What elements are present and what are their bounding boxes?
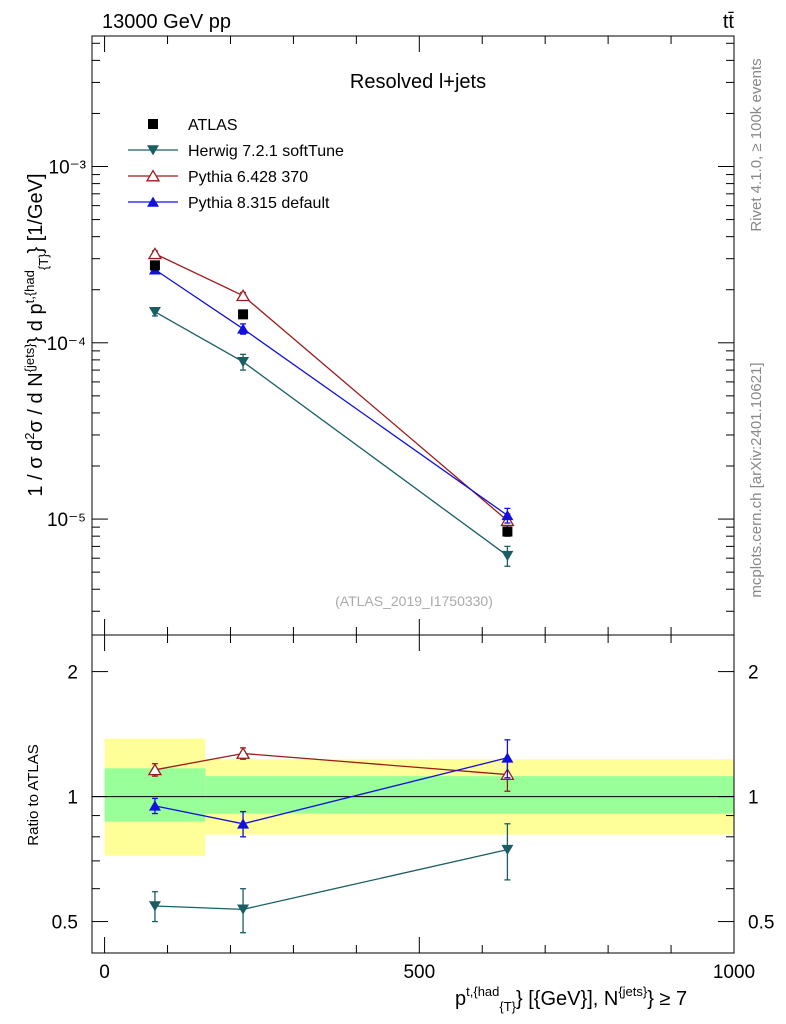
energy-label: 13000 GeV pp	[102, 11, 231, 33]
main-y-tick-label: 10⁻⁴	[47, 334, 86, 355]
legend-label: Pythia 8.315 default	[188, 195, 330, 212]
main-line-pythia-6-428-370	[154, 253, 508, 522]
ratio-point-herwig-7-2-1-softtune	[237, 904, 250, 915]
main-y-tick-label: 10⁻⁵	[47, 510, 86, 531]
ratio-y-tick-label-right: 0.5	[748, 913, 774, 934]
svg-text:1 / σ d2σ / d N{jets}} d pt,{h: 1 / σ d2σ / d N{jets}} d pt,{had{T}} [1/…	[22, 173, 51, 496]
svg-text:pt,{had{T}} [{GeV}], N{jets}}: pt,{had{T}} [{GeV}], N{jets}} ≥ 7	[455, 984, 687, 1014]
legend-marker	[147, 196, 159, 207]
process-label: tt̄	[723, 11, 735, 33]
legend: ATLAS Herwig 7.2.1 softTune Pythia 6.428 3…	[128, 117, 344, 212]
ratio-point-herwig-7-2-1-softtune	[501, 844, 514, 856]
main-point-atlas	[149, 260, 160, 271]
ratio-point-pythia-8-315-default	[148, 800, 161, 811]
ratio-y-tick-label: 2	[67, 663, 78, 684]
ratio-y-tick-label-right: 1	[748, 788, 759, 809]
ratio-y-tick-label-right: 2	[748, 663, 759, 684]
legend-marker	[147, 145, 159, 156]
ratio-point-pythia-8-315-default	[501, 752, 514, 763]
ratio-point-herwig-7-2-1-softtune	[148, 901, 161, 912]
main-point-herwig-7-2-1-softtune	[237, 357, 250, 368]
plot-title: Resolved l+jets	[350, 71, 486, 93]
main-series-atlas	[149, 260, 513, 537]
main-point-atlas	[502, 526, 513, 537]
ratio-y-tick-label: 0.5	[52, 913, 78, 934]
main-series-herwig-7-2-1-softtune	[148, 306, 514, 567]
legend-entry-atlas: ATLAS	[148, 117, 238, 134]
main-line-herwig-7-2-1-softtune	[154, 311, 508, 557]
analysis-tag: (ATLAS_2019_I1750330)	[335, 593, 493, 609]
ratio-series-pythia-6-428-370	[147, 746, 515, 792]
legend-entry-herwig-7-2-1-softtune: Herwig 7.2.1 softTune	[128, 143, 344, 160]
ratio-plot-frame	[91, 634, 735, 954]
ratio-x-tick-label: 0	[99, 962, 110, 983]
main-y-tick-label: 10⁻³	[49, 158, 87, 179]
main-plot-panel: 10⁻⁵ 10⁻⁴ 10⁻³ Resolved l+jets (ATLAS_2019…	[22, 35, 735, 636]
ratio-y-axis-label: Ratio to ATLAS	[25, 744, 42, 845]
main-series-pythia-8-315-default	[148, 264, 514, 524]
legend-label: Herwig 7.2.1 softTune	[188, 143, 344, 160]
ratio-series-herwig-7-2-1-softtune	[148, 823, 514, 934]
legend-label: ATLAS	[188, 117, 238, 134]
main-point-pythia-8-315-default	[237, 323, 250, 334]
main-data-marks	[147, 247, 515, 567]
main-line-pythia-8-315-default	[154, 269, 508, 516]
ratio-uncertainty-bands	[104, 738, 734, 856]
ratio-point-pythia-8-315-default	[237, 818, 250, 829]
main-point-pythia-8-315-default	[501, 509, 514, 521]
main-point-pythia-6-428-370	[147, 247, 163, 260]
ratio-data-marks	[147, 739, 515, 934]
mcplots-label: mcplots.cern.ch [arXiv:2401.10621]	[748, 362, 765, 597]
main-series-pythia-6-428-370	[147, 247, 515, 529]
ratio-band-stat	[205, 776, 734, 814]
legend-entry-pythia-6-428-370: Pythia 6.428 370	[128, 169, 308, 186]
main-y-axis-label: 1 / σ d2σ / d N{jets}} d pt,{had{T}} [1/…	[22, 173, 51, 496]
rivet-version-label: Rivet 4.1.0, ≥ 100k events	[748, 58, 765, 231]
legend-entry-pythia-8-315-default: Pythia 8.315 default	[128, 195, 330, 212]
ratio-point-pythia-6-428-370	[147, 763, 163, 776]
ratio-x-tick-label: 1000	[713, 962, 755, 983]
ratio-line-herwig-7-2-1-softtune	[154, 849, 508, 911]
ratio-point-pythia-6-428-370	[235, 746, 251, 759]
legend-marker	[145, 169, 161, 182]
main-point-atlas	[238, 309, 249, 320]
ratio-y-tick-label: 1	[67, 788, 78, 809]
legend-marker	[148, 119, 158, 129]
main-point-herwig-7-2-1-softtune	[501, 550, 514, 562]
legend-label: Pythia 6.428 370	[188, 169, 308, 186]
ratio-axis-ticks: 0.5 0.5 1 1 2 2 0 500 1000	[52, 635, 774, 983]
x-axis-label: pt,{had{T}} [{GeV}], N{jets}} ≥ 7	[455, 984, 687, 1014]
ratio-series-pythia-8-315-default	[148, 739, 514, 838]
ratio-x-tick-label: 500	[403, 962, 435, 983]
ratio-plot-panel: 0.5 0.5 1 1 2 2 0 500 1000 Ratio to ATLAS	[25, 634, 774, 983]
main-point-herwig-7-2-1-softtune	[148, 306, 161, 318]
main-point-pythia-6-428-370	[235, 289, 251, 302]
main-axis-ticks: 10⁻⁵ 10⁻⁴ 10⁻³	[47, 36, 735, 635]
